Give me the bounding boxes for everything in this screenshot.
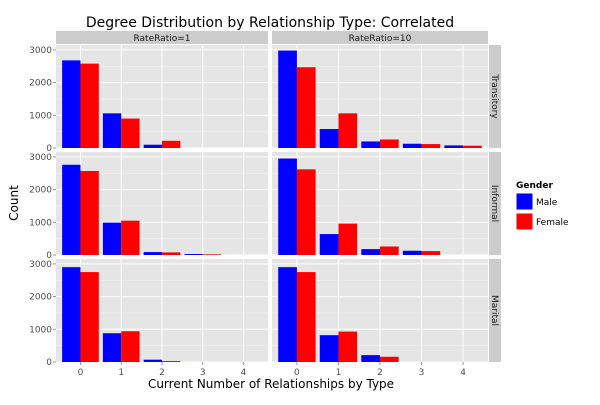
x-tick-label: 0: [78, 368, 84, 378]
bar-male: [361, 355, 380, 362]
y-tick-label: 3000: [29, 260, 52, 270]
bar-male: [278, 158, 297, 255]
bar-male: [143, 252, 162, 255]
x-tick-label: 2: [159, 368, 165, 378]
bar-male: [62, 267, 81, 362]
bar-male: [62, 164, 81, 255]
bar-male: [102, 113, 122, 148]
legend-label-male: Male: [536, 198, 558, 208]
bar-female: [421, 251, 441, 255]
bar-male: [102, 222, 122, 255]
y-tick-label: 0: [46, 251, 52, 261]
bar-female: [202, 254, 222, 255]
bar-male: [319, 129, 339, 148]
bar-female: [296, 169, 316, 255]
bar-male: [319, 335, 339, 362]
bar-male: [184, 254, 203, 255]
y-tick-label: 2000: [29, 293, 52, 303]
facet-panel: [272, 45, 488, 149]
facet-panel: 0 1000 2000 3000: [29, 152, 268, 261]
facet-strip-row-label: Transitory: [489, 73, 499, 119]
bar-male: [143, 144, 162, 148]
x-tick-label: 4: [460, 368, 466, 378]
bar-female: [380, 246, 399, 255]
bar-female: [421, 144, 441, 148]
legend-label-female: Female: [536, 218, 569, 228]
x-tick-label: 3: [200, 368, 206, 378]
facet-panel: 0 1 2 3 4: [272, 259, 488, 378]
bar-female: [380, 139, 399, 148]
y-tick-label: 3000: [29, 46, 52, 56]
y-tick-label: 2000: [29, 79, 52, 89]
bar-female: [162, 140, 181, 148]
bar-female: [338, 113, 358, 148]
x-axis-title: Current Number of Relationships by Type: [148, 377, 394, 391]
facet-strip-column: [56, 31, 268, 44]
facet-strip-column-label: RateRatio=10: [349, 34, 412, 44]
bar-female: [338, 223, 358, 255]
bar-male: [361, 141, 380, 148]
bar-female: [121, 331, 140, 362]
x-tick-label: 2: [377, 368, 383, 378]
bar-male: [278, 267, 297, 362]
facet-strip-row: [489, 45, 501, 148]
bar-male: [402, 250, 422, 255]
facet-panel: 0 1000 2000 3000 0 1 2 3 4: [29, 259, 268, 378]
y-tick-label: 0: [46, 144, 52, 154]
facet-strip-column: [272, 31, 488, 44]
bar-female: [380, 356, 399, 362]
y-tick-label: 1000: [29, 111, 52, 121]
facet-strip-row: [489, 152, 501, 255]
facet-strip-row-label: Marital: [489, 295, 499, 326]
bar-male: [278, 50, 297, 148]
bar-male: [62, 60, 81, 148]
facet-strip-row: [489, 259, 501, 362]
bar-female: [80, 63, 99, 149]
y-tick-label: 1000: [29, 325, 52, 335]
bar-male: [102, 333, 122, 362]
facet-strip-row-label: Informal: [489, 185, 499, 222]
legend-key-male: [515, 192, 534, 211]
bar-female: [296, 67, 316, 148]
legend-key-female: [515, 212, 534, 231]
x-tick-label: 3: [419, 368, 425, 378]
facet-panels: RateRatio=1 RateRatio=10 Transitory Informa…: [29, 31, 501, 378]
bar-female: [121, 220, 140, 255]
chart-title: Degree Distribution by Relationship Type…: [86, 15, 454, 31]
facet-strip-column-label: RateRatio=1: [133, 34, 190, 44]
bar-female: [338, 331, 358, 362]
bar-male: [143, 359, 162, 362]
legend-title: Gender: [516, 181, 553, 191]
y-tick-label: 0: [46, 358, 52, 368]
bar-female: [80, 170, 99, 255]
bar-female: [162, 252, 181, 255]
bar-male: [402, 143, 422, 148]
legend: Gender Male Female: [515, 181, 569, 231]
y-tick-label: 3000: [29, 153, 52, 163]
bar-female: [80, 272, 99, 362]
bar-female: [162, 361, 181, 362]
x-tick-label: 1: [336, 368, 342, 378]
bar-male: [361, 249, 380, 255]
x-tick-label: 4: [241, 368, 247, 378]
bar-male: [444, 145, 464, 148]
y-axis-title: Count: [7, 185, 21, 221]
bar-female: [296, 272, 316, 362]
facet-panel: 0 1000 2000 3000: [29, 45, 268, 154]
y-tick-label: 2000: [29, 186, 52, 196]
y-tick-label: 1000: [29, 218, 52, 228]
facet-panel: [272, 152, 488, 256]
bar-female: [121, 118, 140, 148]
bar-female: [463, 145, 482, 148]
x-tick-label: 0: [294, 368, 300, 378]
x-tick-label: 1: [118, 368, 124, 378]
bar-male: [319, 234, 339, 255]
